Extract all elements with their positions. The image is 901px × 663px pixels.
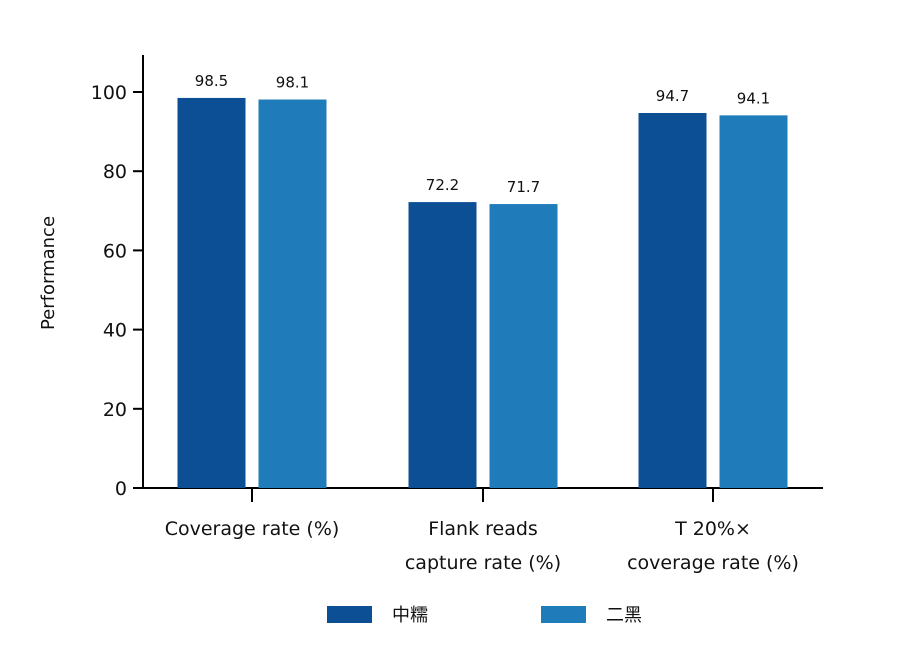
x-category-label: T 20%× coverage rate (%) [627, 518, 799, 574]
y-tick-label: 100 [91, 82, 127, 104]
y-axis-label: Performance [38, 216, 59, 330]
y-tick-label: 80 [103, 161, 127, 183]
bar [408, 202, 477, 488]
x-category-label-line: capture rate (%) [405, 552, 561, 574]
y-tick-label: 40 [103, 320, 127, 342]
legend: 中糯 二黑 [327, 605, 642, 626]
y-tick-label: 20 [103, 399, 127, 421]
x-category-label-line: coverage rate (%) [627, 552, 799, 574]
y-tick-label: 60 [103, 240, 127, 262]
x-category-label-line: Flank reads [428, 518, 538, 540]
y-tick-label: 0 [115, 478, 127, 500]
data-labels: 98.5 72.2 94.7 98.1 71.7 94.1 [195, 72, 770, 196]
bar [489, 204, 558, 488]
bar [177, 97, 246, 488]
data-label: 94.1 [737, 89, 770, 107]
bar [638, 112, 707, 488]
data-label: 94.7 [656, 87, 689, 105]
bar [719, 115, 788, 488]
data-label: 71.7 [507, 178, 540, 196]
axes: 0 20 40 60 80 100 Coverage rate (%) Flank reads… [91, 55, 823, 574]
x-category-label: Flank reads capture rate (%) [405, 518, 561, 574]
x-category-label-line: T 20%× [674, 518, 751, 540]
legend-swatch [541, 606, 586, 623]
data-label: 72.2 [426, 176, 459, 194]
x-category-label: Coverage rate (%) [165, 518, 340, 540]
legend-swatch [327, 606, 372, 623]
legend-label: 二黑 [606, 605, 642, 626]
legend-label: 中糯 [392, 605, 428, 626]
x-category-label-line: Coverage rate (%) [165, 518, 340, 540]
bar [258, 99, 327, 489]
bars [177, 97, 788, 489]
data-label: 98.5 [195, 72, 228, 90]
data-label: 98.1 [276, 74, 309, 92]
